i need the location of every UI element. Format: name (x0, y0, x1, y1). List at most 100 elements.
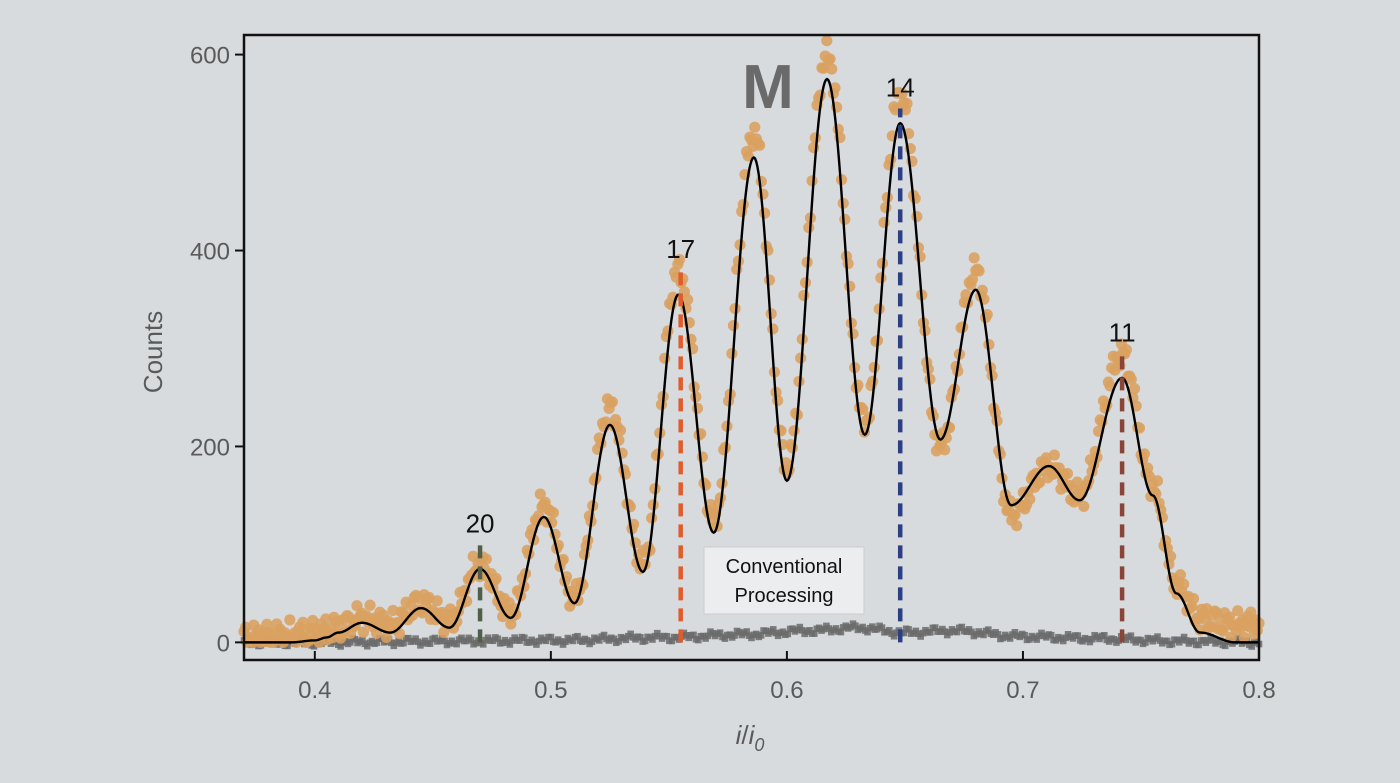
measured-point (911, 210, 923, 223)
conventional-point (1195, 641, 1202, 649)
measured-point (852, 379, 864, 391)
measured-point (364, 599, 376, 611)
conventional-point (521, 634, 528, 642)
conventional-point (535, 637, 543, 645)
measured-point (754, 139, 766, 151)
conventional-point (1248, 643, 1256, 650)
measured-point (806, 175, 818, 187)
conventional-point (542, 637, 550, 645)
conventional-point (859, 623, 866, 631)
x-tick-label: 0.4 (298, 677, 331, 704)
conventional-point (1163, 637, 1171, 645)
measured-point (1048, 449, 1060, 461)
conventional-point (985, 626, 992, 633)
measured-point (1223, 611, 1236, 623)
conventional-point (1088, 635, 1096, 643)
conventional-point (873, 625, 881, 633)
conventional-point (405, 634, 412, 642)
measured-point (881, 191, 893, 204)
conventional-point (569, 637, 576, 645)
measured-point (1128, 383, 1141, 395)
conventional-point (953, 628, 961, 636)
conventional-point (489, 637, 497, 645)
conventional-point (1006, 635, 1014, 642)
conventional-point (441, 637, 448, 645)
conventional-point (610, 635, 618, 643)
conventional-point (533, 641, 540, 648)
conventional-point (931, 624, 939, 631)
measured-point (691, 402, 704, 414)
conventional-point (927, 628, 934, 636)
measured-point (647, 499, 659, 511)
measured-point (983, 338, 995, 351)
measured-point (847, 328, 859, 340)
conventional-point (1154, 633, 1161, 640)
measured-point (875, 272, 887, 284)
conventional-point (1168, 640, 1176, 648)
measured-point (798, 289, 810, 302)
conventional-point (574, 632, 581, 640)
measured-point (939, 444, 951, 456)
conventional-point (1033, 636, 1040, 643)
peak-17-label: 17 (666, 234, 695, 264)
conventional-point (479, 641, 487, 648)
measured-point (896, 87, 908, 100)
legend-line-2: Processing (735, 585, 834, 607)
conventional-point (600, 631, 608, 639)
measured-point (673, 254, 686, 266)
conventional-point (878, 624, 886, 631)
measured-point (844, 280, 856, 292)
x-axis-ticks: 0.4 0.5 0.6 0.7 0.8 (298, 651, 1276, 704)
measured-point (1024, 493, 1036, 505)
peak-14-label: 14 (886, 72, 915, 102)
conventional-point (641, 637, 649, 645)
measured-point (696, 451, 708, 463)
conventional-point (583, 637, 591, 644)
measured-point (1187, 592, 1200, 605)
y-tick-label: 200 (190, 434, 230, 461)
conventional-point (426, 640, 434, 647)
x-axis-label: i/i0 (736, 720, 765, 755)
measured-point (788, 425, 800, 437)
conventional-point (690, 631, 697, 639)
conventional-point (890, 632, 898, 640)
conventional-point (595, 637, 603, 644)
conventional-point (1221, 642, 1229, 650)
conventional-point (905, 626, 912, 633)
conventional-point (363, 642, 371, 650)
measured-point (968, 252, 980, 264)
peak-11-label: 11 (1109, 317, 1136, 347)
conventional-point (941, 628, 949, 635)
x-tick-label: 0.5 (534, 677, 567, 704)
measured-point (480, 553, 492, 565)
conventional-point (400, 639, 407, 647)
measured-point (1151, 475, 1164, 487)
conventional-point (1062, 634, 1069, 642)
conventional-point (615, 638, 622, 645)
measured-point (534, 488, 546, 500)
conventional-point (547, 633, 555, 641)
measured-point (786, 442, 799, 454)
peak-20-label: 20 (466, 508, 495, 538)
conventional-point (627, 630, 634, 638)
conventional-point (337, 643, 344, 650)
measured-point (901, 98, 913, 110)
conventional-point (798, 627, 806, 634)
measured-point (772, 394, 784, 407)
conventional-point (994, 631, 1002, 638)
conventional-point (373, 639, 381, 647)
conventional-point (1217, 637, 1224, 645)
conventional-point (310, 642, 318, 650)
conventional-point (453, 640, 460, 648)
conventional-point (825, 625, 833, 632)
x-tick-label: 0.6 (770, 677, 803, 704)
conventional-point (351, 636, 359, 643)
conventional-point (1047, 631, 1055, 639)
measured-point (795, 352, 807, 364)
conventional-point (1011, 628, 1019, 636)
fit-curve (244, 77, 1259, 644)
conventional-point (852, 622, 859, 630)
measured-point (1061, 467, 1074, 480)
conventional-point (716, 629, 724, 636)
measured-point (659, 352, 671, 364)
